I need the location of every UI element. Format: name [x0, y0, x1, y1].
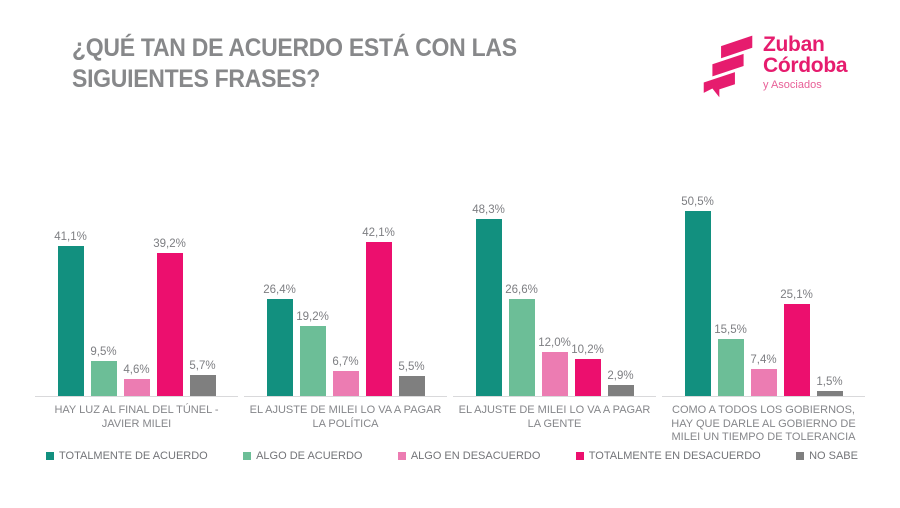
- bar-value-label: 41,1%: [54, 231, 87, 243]
- legend-label: TOTALMENTE EN DESACUERDO: [588, 450, 761, 462]
- category-label: EL AJUSTE DE MILEI LO VA A PAGAR LA POLÍ…: [249, 404, 442, 430]
- bar-series-1: [57, 246, 84, 396]
- bar-value-label: 42,1%: [362, 227, 395, 239]
- bar-series-4: [574, 359, 601, 396]
- legend-label: ALGO EN DESACUERDO: [410, 450, 541, 462]
- bar-series-5: [816, 391, 843, 396]
- bar-value-label: 26,4%: [263, 284, 296, 296]
- bar-chart: 41,1% 9,5% 4,6% 39,2% 5,7% HAY LUZ AL FINAL D…: [32, 183, 868, 445]
- bar-column: 5,7%: [189, 360, 216, 396]
- legend: TOTALMENTE DE ACUERDO ALGO DE ACUERDO ALGO…: [46, 450, 858, 462]
- bar-column: 7,4%: [750, 354, 777, 396]
- bar-series-3: [750, 369, 777, 396]
- bar-value-label: 2,9%: [607, 370, 634, 382]
- legend-color-swatch: [46, 452, 54, 460]
- bar-column: 19,2%: [296, 311, 329, 396]
- bar-series-5: [398, 376, 425, 396]
- bar-series-5: [607, 385, 634, 396]
- logo-word-cordoba: Córdoba: [763, 54, 848, 77]
- bar-column: 50,5%: [681, 196, 714, 396]
- bar-column: 41,1%: [54, 231, 87, 396]
- bar-column: 42,1%: [362, 227, 395, 396]
- category-label: HAY LUZ AL FINAL DEL TÚNEL - JAVIER MILE…: [54, 404, 219, 430]
- bar-column: 1,5%: [816, 376, 843, 396]
- legend-label: NO SABE: [809, 450, 858, 462]
- bar-value-label: 26,6%: [505, 284, 538, 296]
- bar-column: 2,9%: [607, 370, 634, 396]
- bar-column: 12,0%: [538, 337, 571, 396]
- bar-column: 39,2%: [153, 238, 186, 396]
- bar-value-label: 5,5%: [398, 361, 425, 373]
- bar-column: 10,2%: [571, 344, 604, 396]
- bar-column: 6,7%: [332, 356, 359, 396]
- bar-baseline-row: 41,1% 9,5% 4,6% 39,2% 5,7%: [35, 183, 238, 397]
- bar-value-label: 4,6%: [123, 364, 150, 376]
- bar-value-label: 19,2%: [296, 311, 329, 323]
- bar-column: 15,5%: [714, 324, 747, 396]
- category-label: COMO A TODOS LOS GOBIERNOS, HAY QUE DARL…: [671, 404, 856, 443]
- bar-series-4: [783, 304, 810, 396]
- bar-value-label: 7,4%: [750, 354, 777, 366]
- bar-baseline-row: 26,4% 19,2% 6,7% 42,1% 5,5%: [244, 183, 447, 397]
- legend-color-swatch: [243, 452, 252, 460]
- bar-baseline-row: 48,3% 26,6% 12,0% 10,2% 2,9%: [453, 183, 656, 397]
- bar-series-2: [90, 361, 117, 396]
- bar-series-1: [684, 211, 711, 396]
- bar-column: 26,4%: [263, 284, 296, 396]
- bar-column: 9,5%: [90, 346, 117, 396]
- legend-color-swatch: [397, 452, 406, 460]
- bar-column: 25,1%: [780, 289, 813, 396]
- bar-value-label: 39,2%: [153, 238, 186, 250]
- bar-value-label: 15,5%: [714, 324, 747, 336]
- bar-series-2: [299, 326, 326, 396]
- bar-series-3: [123, 379, 150, 396]
- legend-label: ALGO DE ACUERDO: [256, 450, 363, 462]
- bar-series-4: [156, 253, 183, 396]
- legend-item: NO SABE: [796, 450, 858, 462]
- bar-baseline-row: 50,5% 15,5% 7,4% 25,1% 1,5%: [662, 183, 865, 397]
- category-label: EL AJUSTE DE MILEI LO VA A PAGAR LA GENT…: [458, 404, 651, 430]
- brand-logo-text: Zuban Córdoba y Asociados: [763, 33, 848, 92]
- bar-value-label: 50,5%: [681, 196, 714, 208]
- bar-column: 48,3%: [472, 204, 505, 396]
- legend-color-swatch: [796, 452, 805, 460]
- bar-series-3: [332, 371, 359, 396]
- bar-value-label: 12,0%: [538, 337, 571, 349]
- chart-group-2: 26,4% 19,2% 6,7% 42,1% 5,5% EL AJUSTE DE MILE…: [241, 183, 450, 445]
- legend-item: ALGO DE ACUERDO: [243, 450, 362, 462]
- chart-group-1: 41,1% 9,5% 4,6% 39,2% 5,7% HAY LUZ AL FINAL D…: [32, 183, 241, 445]
- logo-word-zuban: Zuban: [763, 33, 825, 56]
- zuban-cordoba-logo-icon: [703, 35, 753, 98]
- bar-column: 26,6%: [505, 284, 538, 396]
- bar-series-2: [717, 339, 744, 396]
- bar-column: 4,6%: [123, 364, 150, 396]
- bar-column: 5,5%: [398, 361, 425, 396]
- page-title: ¿QUÉ TAN DE ACUERDO ESTÁ CON LAS SIGUIEN…: [72, 34, 517, 93]
- bar-value-label: 25,1%: [780, 289, 813, 301]
- bar-value-label: 6,7%: [332, 356, 359, 368]
- bar-value-label: 1,5%: [816, 376, 843, 388]
- bar-value-label: 48,3%: [472, 204, 505, 216]
- bar-series-1: [475, 219, 502, 396]
- bar-value-label: 10,2%: [571, 344, 604, 356]
- logo-word-asociados: y Asociados: [763, 79, 822, 91]
- bar-series-4: [365, 242, 392, 396]
- bar-value-label: 5,7%: [189, 360, 216, 372]
- bar-series-2: [508, 299, 535, 396]
- legend-item: TOTALMENTE EN DESACUERDO: [575, 450, 761, 462]
- legend-item: TOTALMENTE DE ACUERDO: [46, 450, 208, 462]
- bar-series-5: [189, 375, 216, 396]
- chart-group-3: 48,3% 26,6% 12,0% 10,2% 2,9% EL AJUSTE DE MIL…: [450, 183, 659, 445]
- brand-logo: Zuban Córdoba y Asociados: [702, 33, 848, 98]
- legend-color-swatch: [575, 452, 584, 460]
- chart-group-4: 50,5% 15,5% 7,4% 25,1% 1,5% COMO A TODOS LOS …: [659, 183, 868, 445]
- bar-series-1: [266, 299, 293, 396]
- bar-series-3: [541, 352, 568, 396]
- legend-item: ALGO EN DESACUERDO: [397, 450, 541, 462]
- legend-label: TOTALMENTE DE ACUERDO: [59, 450, 208, 462]
- bar-value-label: 9,5%: [90, 346, 117, 358]
